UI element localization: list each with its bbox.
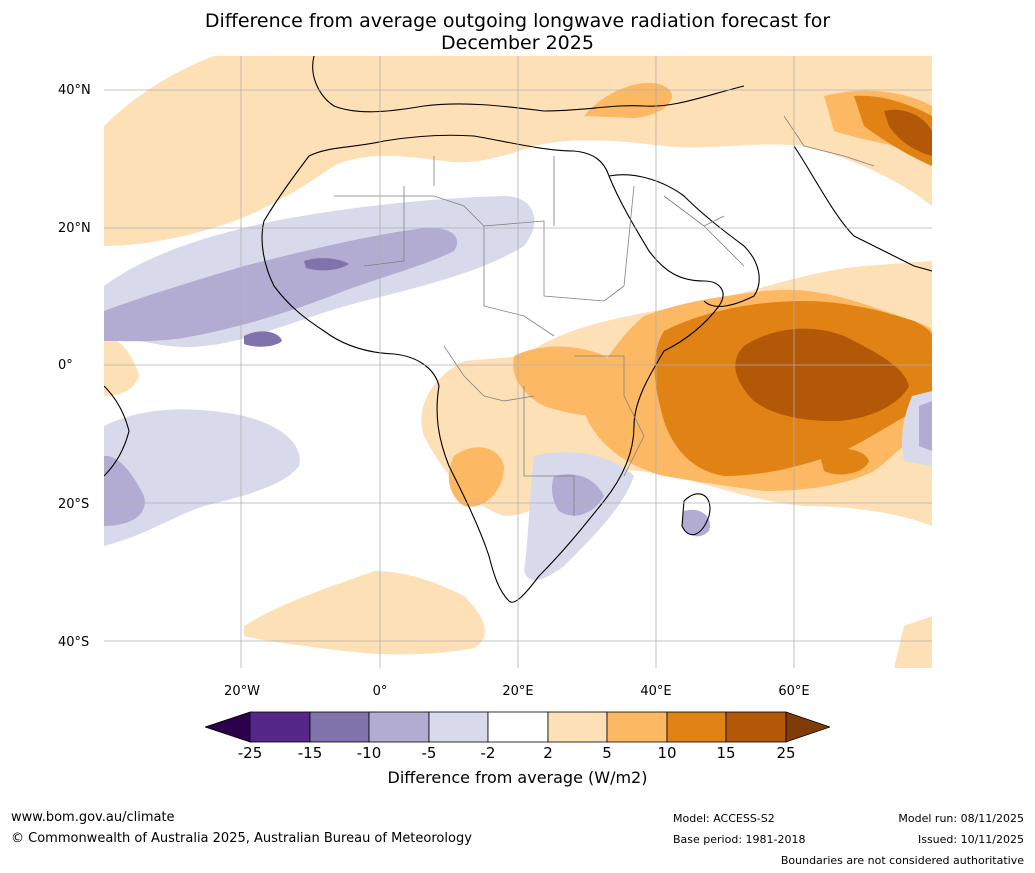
colorbar-max-extend — [785, 711, 830, 743]
lat-label-20n: 20°N — [58, 221, 91, 236]
anomaly-negative-strong — [244, 258, 349, 347]
title-line-2: December 2025 — [441, 32, 594, 54]
lon-label-60e: 60°E — [778, 684, 810, 699]
colorbar-bin-8 — [666, 711, 727, 743]
graticule — [104, 56, 932, 668]
colorbar-bin-9 — [725, 711, 787, 743]
lat-label-20s: 20°S — [58, 497, 90, 512]
map-title: Difference from average outgoing longwav… — [0, 10, 1035, 54]
colorbar-bin-1 — [249, 711, 311, 743]
colorbar-tick: 5 — [602, 744, 612, 762]
footer-issued: Issued: 10/11/2025 — [917, 833, 1024, 846]
footer-website: www.bom.gov.au/climate — [11, 810, 175, 825]
colorbar-tick: -10 — [356, 744, 382, 762]
footer-model-run: Model run: 08/11/2025 — [898, 812, 1024, 825]
colorbar-tick: -15 — [297, 744, 323, 762]
anomaly-negative-medium — [104, 227, 932, 537]
colorbar-tick: -2 — [480, 744, 496, 762]
colorbar — [205, 711, 830, 743]
colorbar-tick: 10 — [657, 744, 677, 762]
lon-label-40e: 40°E — [640, 684, 672, 699]
colorbar-tick: -5 — [421, 744, 437, 762]
colorbar-min-extend — [205, 711, 251, 743]
colorbar-tick: -25 — [237, 744, 263, 762]
colorbar-bin-2 — [309, 711, 370, 743]
colorbar-bin-4 — [428, 711, 489, 743]
lon-label-20e: 20°E — [502, 684, 534, 699]
lon-label-0: 0° — [372, 684, 388, 699]
colorbar-bin-3 — [368, 711, 430, 743]
footer-disclaimer: Boundaries are not considered authoritat… — [780, 854, 1024, 867]
colorbar-tick: 2 — [543, 744, 553, 762]
olr-anomaly-map — [104, 56, 932, 668]
lat-label-40s: 40°S — [58, 635, 90, 650]
colorbar-tick: 25 — [776, 744, 796, 762]
colorbar-bin-5 — [487, 711, 549, 743]
footer-base-period: Base period: 1981-2018 — [673, 833, 806, 846]
anomaly-positive-extreme — [735, 109, 932, 421]
lon-label-20w: 20°W — [224, 684, 260, 699]
colorbar-label: Difference from average (W/m2) — [387, 768, 648, 787]
footer-copyright: © Commonwealth of Australia 2025, Austra… — [11, 831, 472, 846]
colorbar-bin-6 — [547, 711, 608, 743]
colorbar-tick: 15 — [716, 744, 736, 762]
lat-label-40n: 40°N — [58, 83, 91, 98]
title-line-1: Difference from average outgoing longwav… — [204, 10, 831, 32]
footer-model: Model: ACCESS-S2 — [673, 812, 775, 825]
lat-label-0: 0° — [58, 358, 73, 373]
colorbar-bin-7 — [606, 711, 668, 743]
coastlines — [104, 56, 932, 603]
